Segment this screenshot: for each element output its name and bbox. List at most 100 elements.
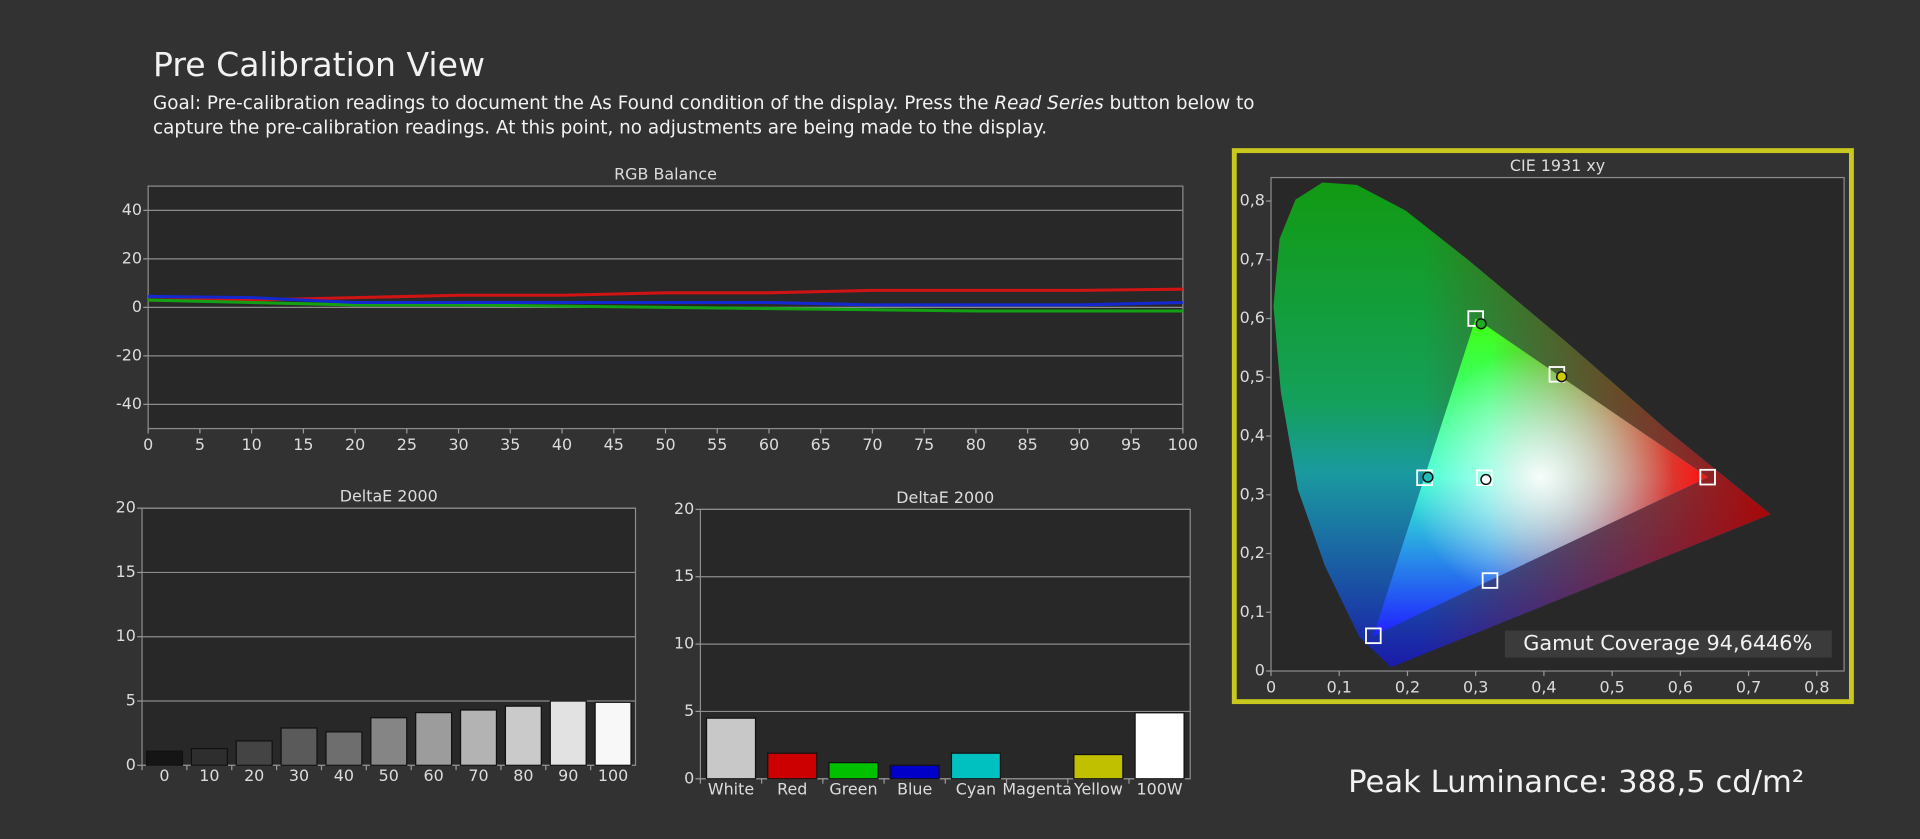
x-tick-label: 80 <box>966 435 986 454</box>
bar <box>950 752 1002 780</box>
x-tick-label: 0 <box>143 435 153 454</box>
x-tick-label: 100 <box>598 766 628 785</box>
bar <box>767 752 818 780</box>
x-tick-label: 10 <box>199 766 219 785</box>
gamut-coverage: Gamut Coverage 94,6446% <box>1523 631 1812 655</box>
goal-text: Goal: Pre-calibration readings to docume… <box>153 91 995 114</box>
x-tick-label: 95 <box>1121 435 1141 454</box>
bar <box>459 709 498 766</box>
x-tick-label: 25 <box>397 435 417 454</box>
x-tick-label: 0,5 <box>1599 678 1624 697</box>
y-tick-label: 0,5 <box>1240 367 1265 386</box>
x-tick-label: 0,3 <box>1463 678 1488 697</box>
target-marker <box>1365 627 1382 645</box>
series-line <box>148 294 1183 307</box>
y-tick-label: 0,7 <box>1240 249 1265 268</box>
x-tick-label: 20 <box>345 435 365 454</box>
peak-luminance: Peak Luminance: 388,5 cd/m² <box>1348 764 1805 800</box>
bar <box>415 711 453 766</box>
x-tick-label: 90 <box>1069 435 1089 454</box>
x-tick-label: 15 <box>293 435 313 454</box>
x-tick-label: 10 <box>242 435 262 454</box>
bar <box>325 731 363 766</box>
x-tick-label: 70 <box>468 766 488 785</box>
x-tick-label: 0,6 <box>1668 678 1693 697</box>
bar <box>828 762 879 780</box>
x-tick-label: 100 <box>1168 435 1198 454</box>
measured-marker <box>1422 471 1434 483</box>
x-tick-label: 90 <box>558 766 578 785</box>
y-tick-label: 15 <box>116 562 136 581</box>
bar <box>370 717 408 766</box>
bar <box>705 717 757 780</box>
x-tick-label: Green <box>829 779 877 798</box>
x-tick-label: 60 <box>424 766 444 785</box>
y-tick-label: 0,2 <box>1240 543 1265 562</box>
x-tick-label: 80 <box>513 766 533 785</box>
x-tick-label: 0 <box>1266 678 1276 697</box>
x-tick-label: 0,4 <box>1531 678 1556 697</box>
y-tick-label: 20 <box>116 498 136 517</box>
bar <box>1073 753 1124 780</box>
y-tick-label: -40 <box>116 394 142 413</box>
x-tick-label: Magenta <box>1002 779 1071 798</box>
x-tick-label: 100W <box>1137 779 1183 798</box>
target-marker <box>1481 572 1499 589</box>
x-tick-label: 30 <box>289 766 309 785</box>
y-tick-label: 10 <box>674 634 694 653</box>
x-tick-label: 75 <box>914 435 934 454</box>
chart-title: DeltaE 2000 <box>896 488 994 507</box>
x-tick-label: Blue <box>897 779 932 798</box>
x-tick-label: Cyan <box>956 779 996 798</box>
y-tick-label: 5 <box>126 691 136 710</box>
series-line <box>148 287 1183 302</box>
y-tick-label: 0,6 <box>1240 308 1265 327</box>
chart-title: CIE 1931 xy <box>1510 156 1605 175</box>
x-tick-label: 55 <box>707 435 727 454</box>
x-tick-label: 30 <box>448 435 468 454</box>
x-tick-label: 45 <box>604 435 624 454</box>
x-tick-label: 35 <box>500 435 520 454</box>
x-tick-label: 0,8 <box>1804 678 1829 697</box>
selected-chart-frame <box>1231 148 1854 705</box>
gamut-triangle-white <box>1373 318 1708 636</box>
y-tick-label: 15 <box>674 566 694 585</box>
x-tick-label: Yellow <box>1073 779 1123 798</box>
x-tick-label: 0,2 <box>1395 678 1420 697</box>
goal-text: button below to <box>1103 91 1255 114</box>
y-tick-label: -20 <box>116 345 142 364</box>
bar <box>594 701 632 766</box>
y-tick-label: 0,4 <box>1240 426 1265 445</box>
target-marker <box>1476 469 1493 487</box>
goal-line: Goal: Pre-calibration readings to docume… <box>153 92 1254 114</box>
x-tick-label: 65 <box>811 435 831 454</box>
measured-marker <box>1480 473 1492 486</box>
bar <box>504 705 542 766</box>
bar <box>1134 712 1185 780</box>
measured-marker <box>1556 371 1568 383</box>
bar <box>889 764 940 780</box>
x-tick-label: White <box>708 779 754 798</box>
x-tick-label: 60 <box>759 435 779 454</box>
y-tick-label: 0 <box>132 297 142 316</box>
x-tick-label: 50 <box>379 766 399 785</box>
bar <box>145 750 184 766</box>
y-tick-label: 10 <box>116 626 136 645</box>
y-tick-label: 0,3 <box>1240 484 1265 503</box>
chart-title: RGB Balance <box>614 165 717 184</box>
goal-line: capture the pre-calibration readings. At… <box>153 116 1048 139</box>
y-tick-label: 0 <box>1255 661 1265 680</box>
bar <box>280 727 318 766</box>
y-tick-label: 0 <box>684 768 694 787</box>
goal-emphasis: Read Series <box>994 91 1104 114</box>
x-tick-label: Red <box>777 779 807 798</box>
y-tick-label: 20 <box>674 499 694 518</box>
x-tick-label: 0,7 <box>1736 678 1761 697</box>
page-title: Pre Calibration View <box>153 46 485 85</box>
chart-title: DeltaE 2000 <box>340 487 438 506</box>
y-tick-label: 5 <box>684 701 694 720</box>
bar <box>190 747 228 766</box>
